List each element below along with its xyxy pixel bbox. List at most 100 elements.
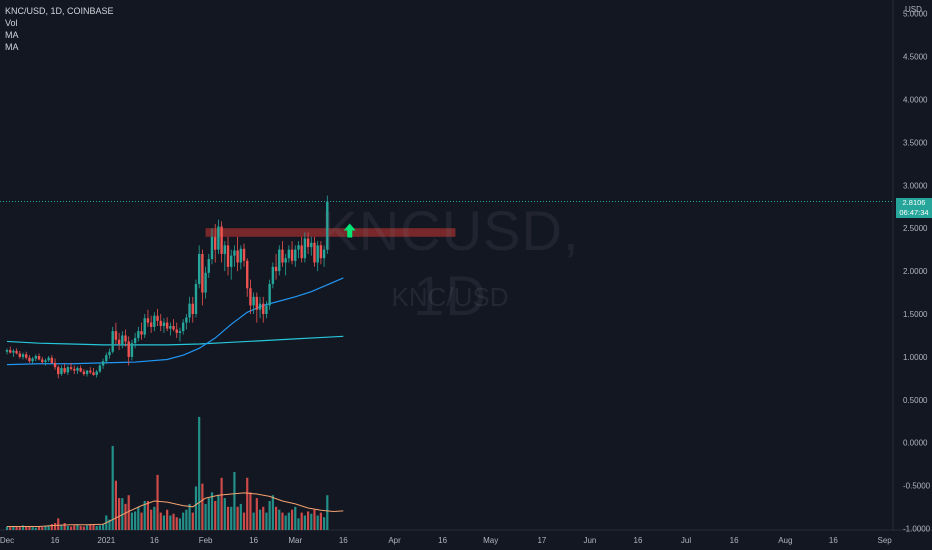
volume-bar — [313, 510, 315, 530]
candle-body — [208, 259, 210, 273]
candle-body — [6, 350, 8, 352]
volume-bar — [217, 495, 219, 530]
candle-body — [31, 359, 33, 362]
volume-bar — [198, 417, 200, 530]
candle-body — [86, 371, 88, 374]
volume-bar — [160, 513, 162, 530]
volume-bar — [32, 527, 34, 530]
candle-body — [240, 249, 242, 263]
price-axis-tick: -0.5000 — [903, 482, 931, 491]
volume-bar — [317, 516, 319, 531]
volume-bar — [35, 528, 37, 530]
volume-bar — [19, 527, 21, 530]
candle-body — [44, 360, 46, 362]
candle-body — [95, 371, 97, 374]
volume-bar — [192, 513, 194, 530]
candle-body — [51, 358, 53, 363]
candle-body — [185, 317, 187, 322]
time-axis-tick: May — [483, 536, 498, 545]
candle-body — [211, 237, 213, 259]
candle-body — [243, 249, 245, 261]
volume-bar — [115, 481, 117, 530]
price-axis-tick: 3.5000 — [903, 138, 928, 147]
candle-body — [249, 288, 251, 305]
candle-body — [281, 250, 283, 263]
volume-bar — [294, 507, 296, 530]
volume-bar — [153, 507, 155, 530]
candle-body — [275, 267, 277, 271]
volume-bar — [297, 518, 299, 530]
ma-indicator-label-2[interactable]: MA — [5, 41, 114, 53]
volume-bar — [16, 527, 18, 530]
volume-bar — [249, 492, 251, 530]
candle-body — [108, 352, 110, 355]
volume-bar — [182, 513, 184, 530]
volume-bar — [156, 475, 158, 530]
candle-body — [236, 251, 238, 263]
candle-body — [60, 368, 62, 374]
candle-body — [252, 297, 254, 306]
candle-body — [156, 316, 158, 321]
candle-body — [57, 367, 59, 374]
volume-bar — [310, 514, 312, 530]
volume-bar — [102, 524, 104, 530]
volume-bar — [96, 526, 98, 530]
volume-bar — [92, 525, 94, 530]
candle-body — [188, 304, 190, 318]
volume-bar — [86, 525, 88, 530]
time-axis-tick: 16 — [634, 536, 643, 545]
volume-bar — [230, 507, 232, 530]
volume-bar — [288, 513, 290, 530]
price-axis-tick: 1.0000 — [903, 353, 928, 362]
candle-body — [278, 250, 280, 271]
time-axis-tick: Dec — [0, 536, 14, 545]
volume-bar — [137, 507, 139, 530]
volume-bar — [131, 513, 133, 530]
volume-bar — [163, 516, 165, 531]
candle-body — [160, 321, 162, 326]
volume-bar — [262, 507, 264, 530]
candle-body — [47, 358, 49, 361]
volume-indicator-label[interactable]: Vol — [5, 17, 114, 29]
time-axis-tick: Jul — [681, 536, 691, 545]
candle-body — [12, 351, 14, 353]
candle-body — [268, 284, 270, 305]
time-axis-tick: 16 — [829, 536, 838, 545]
volume-bar — [227, 507, 229, 530]
candle-body — [134, 338, 136, 343]
volume-bar — [169, 516, 171, 531]
volume-bar — [144, 501, 146, 530]
volume-bar — [265, 513, 267, 530]
volume-bar — [233, 472, 235, 530]
volume-bar — [272, 495, 274, 530]
price-axis-tick: 2.5000 — [903, 224, 928, 233]
volume-bar — [323, 517, 325, 530]
price-axis-tick: 4.0000 — [903, 96, 928, 105]
candle-body — [63, 368, 65, 372]
candle-body — [121, 335, 123, 344]
ma-slow-line — [7, 336, 343, 345]
last-price-tag: 2.8106 06:47:34 — [896, 198, 932, 218]
candle-body — [214, 237, 216, 250]
time-axis-tick: 2021 — [97, 536, 115, 545]
candle-body — [111, 331, 113, 352]
volume-bar — [278, 510, 280, 530]
candle-body — [256, 297, 258, 310]
volume-bar — [204, 504, 206, 530]
ma-indicator-label[interactable]: MA — [5, 29, 114, 41]
candle-body — [147, 318, 149, 322]
price-axis-tick: 2.0000 — [903, 267, 928, 276]
candle-body — [153, 316, 155, 327]
pair-watermark: KNC/USD — [350, 282, 550, 313]
symbol-label[interactable]: KNC/USD, 1D, COINBASE — [5, 5, 114, 17]
candle-body — [76, 368, 78, 371]
volume-bar — [185, 510, 187, 530]
candle-body — [230, 256, 232, 267]
volume-bar — [201, 484, 203, 530]
candle-body — [131, 343, 133, 357]
candle-body — [19, 353, 21, 356]
time-axis-tick: Jun — [583, 536, 596, 545]
candle-body — [140, 331, 142, 334]
volume-bar — [128, 495, 130, 530]
candle-body — [38, 356, 40, 359]
